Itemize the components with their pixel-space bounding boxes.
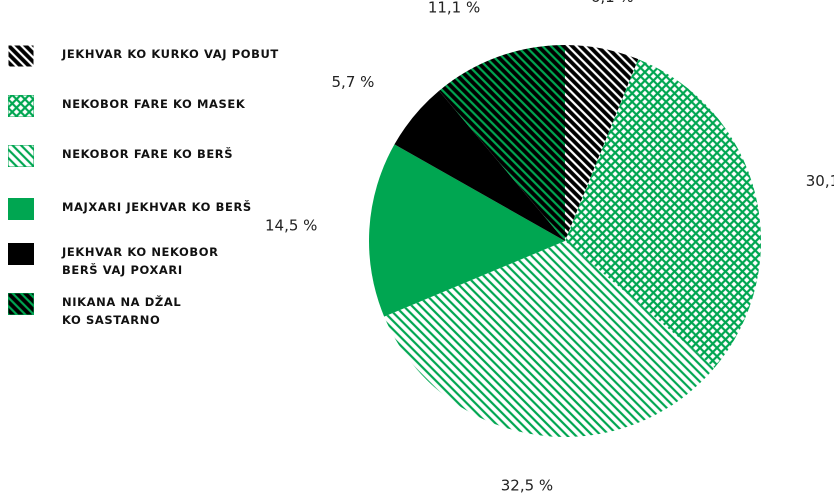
value-label: 6,1 %	[591, 0, 634, 6]
legend-swatch	[8, 145, 34, 167]
pie-slice	[439, 45, 565, 241]
pie-slice	[384, 241, 715, 437]
legend-label: NEKOBOR FARE KO BERŠ	[62, 147, 234, 161]
legend-label: JEKHVAR KO KURKO VAJ POBUT	[62, 47, 279, 61]
value-label: 5,7 %	[332, 73, 375, 91]
legend-item: NEKOBOR FARE KO BERŠ	[8, 145, 233, 167]
pie-slice	[394, 90, 565, 242]
legend-item: MAJXARI JEKHVAR KO BERŠ	[8, 198, 252, 220]
value-label: 30,1 %	[806, 172, 834, 190]
value-label: 32,5 %	[501, 477, 553, 495]
legend-swatch	[8, 45, 34, 67]
legend-item: JEKHVAR KO NEKOBOR BERŠ VAJ POXARI	[8, 243, 219, 279]
legend-swatch	[8, 198, 34, 220]
pie-slice	[368, 144, 565, 317]
pie-slice	[565, 59, 761, 368]
legend-item: NEKOBOR FARE KO MASEK	[8, 95, 245, 117]
legend-item: NIKANA NA DŽAL KO SASTARNO	[8, 293, 181, 329]
value-label: 11,1 %	[428, 0, 480, 16]
pie-slice	[565, 45, 639, 241]
legend-swatch	[8, 293, 34, 315]
value-label: 14,5 %	[265, 217, 317, 235]
legend-label: NIKANA NA DŽAL KO SASTARNO	[62, 295, 182, 327]
legend-label: MAJXARI JEKHVAR KO BERŠ	[62, 200, 252, 214]
legend-label: NEKOBOR FARE KO MASEK	[62, 97, 246, 111]
legend-label: JEKHVAR KO NEKOBOR BERŠ VAJ POXARI	[62, 245, 219, 277]
legend-swatch	[8, 95, 34, 117]
legend-item: JEKHVAR KO KURKO VAJ POBUT	[8, 45, 279, 67]
legend-swatch	[8, 243, 34, 265]
